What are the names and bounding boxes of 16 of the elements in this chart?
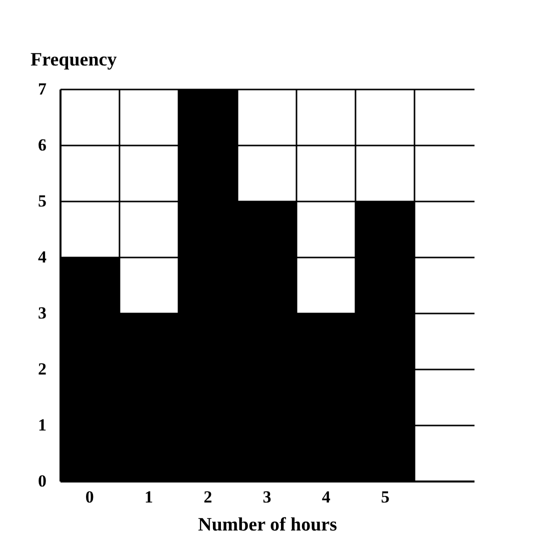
y-tick-label: 1 bbox=[38, 416, 46, 434]
x-axis-title: Number of hours bbox=[198, 514, 337, 536]
x-tick-label: 4 bbox=[322, 488, 331, 506]
y-tick-label: 5 bbox=[38, 192, 46, 210]
x-tick-label: 5 bbox=[381, 488, 390, 506]
y-tick-label: 4 bbox=[38, 248, 47, 266]
x-tick-label: 1 bbox=[144, 488, 153, 506]
x-tick-label: 2 bbox=[204, 488, 212, 506]
x-tick-label: 3 bbox=[262, 488, 272, 506]
x-tick-label: 0 bbox=[85, 488, 94, 506]
y-axis-title: Frequency bbox=[30, 50, 118, 70]
y-tick-label: 2 bbox=[38, 360, 46, 378]
y-tick-label: 6 bbox=[38, 136, 46, 154]
y-tick-label: 3 bbox=[38, 304, 46, 322]
y-tick-label: 7 bbox=[38, 80, 47, 98]
y-tick-label: 0 bbox=[38, 472, 46, 490]
